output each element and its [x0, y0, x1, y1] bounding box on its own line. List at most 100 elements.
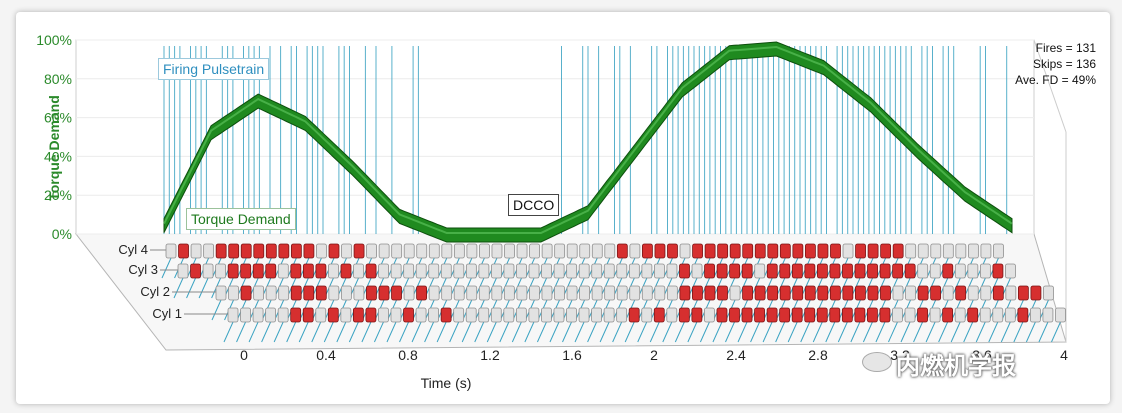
- fire-event: [830, 308, 840, 322]
- fire-event: [705, 286, 715, 300]
- torque-demand-label: Torque Demand: [186, 208, 296, 230]
- fire-event: [755, 308, 765, 322]
- skip-event: [279, 286, 289, 300]
- fire-event: [679, 308, 689, 322]
- fire-event: [441, 308, 451, 322]
- fire-event: [842, 308, 852, 322]
- x-tick-label: 1.2: [480, 347, 500, 363]
- skip-event: [517, 286, 527, 300]
- fire-event: [830, 244, 840, 258]
- fire-event: [830, 264, 840, 278]
- fire-event: [717, 264, 727, 278]
- skip-event: [542, 264, 552, 278]
- fire-event: [805, 308, 815, 322]
- fire-event: [654, 308, 664, 322]
- skip-event: [266, 308, 276, 322]
- skip-event: [191, 244, 201, 258]
- fire-event: [366, 264, 376, 278]
- fire-event: [179, 244, 189, 258]
- fire-event: [918, 308, 928, 322]
- fire-event: [817, 308, 827, 322]
- fire-event: [943, 308, 953, 322]
- skip-event: [454, 244, 464, 258]
- skip-event: [505, 244, 515, 258]
- skip-event: [466, 264, 476, 278]
- skip-event: [342, 244, 352, 258]
- fire-event: [679, 264, 689, 278]
- fire-event: [291, 244, 301, 258]
- skip-event: [555, 286, 565, 300]
- fire-event: [855, 264, 865, 278]
- fire-event: [1018, 308, 1028, 322]
- skip-event: [278, 264, 288, 278]
- fire-event: [830, 286, 840, 300]
- fire-event: [417, 286, 427, 300]
- fire-event: [291, 286, 301, 300]
- skip-event: [429, 244, 439, 258]
- fire-event: [629, 308, 639, 322]
- skip-event: [253, 308, 263, 322]
- fire-event: [279, 244, 289, 258]
- fire-event: [855, 286, 865, 300]
- fire-event: [792, 308, 802, 322]
- x-tick-label: 1.6: [562, 347, 582, 363]
- fire-event: [379, 286, 389, 300]
- skip-event: [968, 286, 978, 300]
- skip-event: [416, 264, 426, 278]
- skip-event: [655, 286, 665, 300]
- skip-event: [354, 264, 364, 278]
- skip-event: [341, 308, 351, 322]
- skip-event: [567, 244, 577, 258]
- fire-event: [755, 286, 765, 300]
- skip-event: [228, 308, 238, 322]
- skip-event: [981, 244, 991, 258]
- skip-event: [316, 308, 326, 322]
- fire-event: [742, 308, 752, 322]
- skip-event: [980, 308, 990, 322]
- skip-event: [278, 308, 288, 322]
- fire-event: [392, 286, 402, 300]
- fire-event: [881, 244, 891, 258]
- fire-event: [241, 286, 251, 300]
- avg-fd-stat: Ave. FD = 49%: [1015, 72, 1096, 88]
- fire-event: [880, 286, 890, 300]
- cylinder-label: Cyl 2: [140, 284, 170, 299]
- skip-event: [1006, 286, 1016, 300]
- fire-event: [993, 264, 1003, 278]
- skip-event: [555, 244, 565, 258]
- fire-event: [717, 308, 727, 322]
- fire-event: [905, 264, 915, 278]
- fire-event: [655, 244, 665, 258]
- fire-event: [780, 264, 790, 278]
- skip-event: [592, 308, 602, 322]
- skips-stat: Skips = 136: [1015, 56, 1096, 72]
- skip-event: [604, 264, 614, 278]
- chart-card: 0% 20% 40% 60% 80% 100% Cyl 4 Cyl 3 Cyl 2 Cyl 100…: [16, 12, 1110, 404]
- skip-event: [930, 264, 940, 278]
- skip-event: [454, 286, 464, 300]
- skip-event: [491, 308, 501, 322]
- skip-event: [956, 244, 966, 258]
- fire-event: [304, 286, 314, 300]
- fire-event: [918, 286, 928, 300]
- skip-event: [1055, 308, 1065, 322]
- skip-event: [529, 264, 539, 278]
- skip-event: [529, 286, 539, 300]
- x-tick-label: 2.4: [726, 347, 746, 363]
- fire-event: [303, 264, 313, 278]
- fire-event: [743, 244, 753, 258]
- skip-event: [680, 244, 690, 258]
- fire-event: [729, 308, 739, 322]
- fire-event: [780, 308, 790, 322]
- fire-event: [867, 308, 877, 322]
- skip-event: [968, 264, 978, 278]
- fire-event: [1018, 286, 1028, 300]
- skip-event: [429, 286, 439, 300]
- fire-event: [730, 264, 740, 278]
- fire-event: [817, 264, 827, 278]
- fire-event: [868, 264, 878, 278]
- fire-event: [805, 264, 815, 278]
- skip-event: [980, 264, 990, 278]
- skip-event: [617, 264, 627, 278]
- fire-event: [316, 286, 326, 300]
